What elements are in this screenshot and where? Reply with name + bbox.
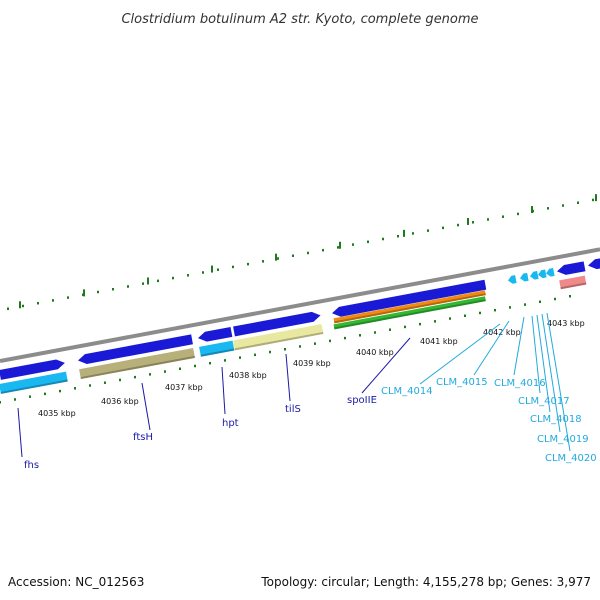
leader-fhs [17, 407, 23, 458]
map-title: Clostridium botulinum A2 str. Kyoto, com… [121, 12, 478, 27]
feature-cyan-1-shade [0, 379, 68, 394]
feature-orange-shape [333, 290, 486, 324]
genome-backbone [0, 247, 600, 363]
cds-small-3-shape [538, 269, 547, 279]
leader-CLM_4020 [546, 312, 571, 452]
cds-fhs [0, 359, 65, 380]
feature-cyan-2-shape [199, 340, 235, 357]
scale-label-4036-kbp: 4036 kbp [101, 397, 139, 406]
feature-olive [79, 347, 195, 380]
scale-label-4035-kbp: 4035 kbp [38, 409, 76, 418]
feature-pink-shade [560, 282, 587, 290]
feature-orange-shade [334, 293, 486, 324]
gene-label-fhs: fhs [24, 460, 39, 471]
feature-pink [559, 275, 587, 290]
cds-right-2-shape [588, 257, 600, 270]
scale-label-4040-kbp: 4040 kbp [356, 348, 394, 357]
feature-yellow-shape [233, 324, 324, 351]
cds-spoIIE-shape [332, 279, 487, 317]
cds-small-4 [546, 268, 555, 277]
cds-tilS-shape [233, 311, 321, 337]
leader-CLM_4016 [513, 316, 525, 376]
feature-orange [333, 290, 486, 324]
gene-label-CLM_4019: CLM_4019 [537, 434, 589, 445]
scale-label-4041-kbp: 4041 kbp [420, 337, 458, 346]
scale-label-4037-kbp: 4037 kbp [165, 383, 203, 392]
cds-fhs-shape [0, 359, 65, 380]
cds-spoIIE [332, 279, 487, 317]
gene-features [0, 257, 600, 394]
cds-small-2-shape [530, 271, 539, 280]
feature-cyan-1-shape [0, 371, 68, 394]
gene-label-spoIIE: spoIIE [347, 395, 377, 406]
feature-green [333, 296, 486, 330]
feature-cyan-2 [199, 340, 235, 357]
cds-small-1-shape [520, 272, 529, 282]
cds-ftsH-shape [78, 334, 193, 364]
cds-ftsH [78, 334, 193, 364]
leader-CLM_4014 [419, 323, 501, 385]
outer-tick-marks [7, 194, 597, 311]
leader-ftsH [141, 382, 151, 431]
gene-label-ftsH: ftsH [133, 432, 153, 443]
cds-small-0 [508, 275, 517, 284]
scale-label-4043-kbp: 4043 kbp [547, 319, 585, 328]
cds-small-1 [520, 272, 529, 282]
gene-label-CLM_4014: CLM_4014 [381, 386, 433, 397]
feature-green-shade [334, 299, 486, 330]
feature-yellow-shade [234, 331, 324, 351]
feature-pink-shape [559, 275, 587, 290]
leader-spoIIE [361, 337, 411, 394]
cds-right-2 [588, 257, 600, 270]
scale-ticks [0, 294, 571, 404]
leader-CLM_4018 [536, 314, 551, 413]
feature-olive-shape [79, 347, 195, 380]
leader-hpt [221, 366, 226, 415]
gene-label-CLM_4015: CLM_4015 [436, 377, 488, 388]
cds-right-1-shape [557, 261, 586, 275]
feature-cyan-1 [0, 371, 68, 394]
feature-cyan-2-shade [200, 348, 235, 357]
cds-hpt-shape [198, 327, 233, 342]
scale-label-4039-kbp: 4039 kbp [293, 359, 331, 368]
leader-CLM_4019 [541, 313, 561, 433]
gene-label-CLM_4017: CLM_4017 [518, 396, 570, 407]
backbone-line [0, 247, 600, 363]
feature-olive-shade [80, 355, 195, 380]
leader-CLM_4015 [473, 320, 510, 376]
cds-tilS [233, 311, 321, 337]
cds-hpt [198, 327, 233, 342]
leader-CLM_4017 [531, 315, 541, 394]
gene-label-CLM_4016: CLM_4016 [494, 378, 546, 389]
gene-label-tilS: tilS [285, 404, 301, 415]
cds-small-3 [538, 269, 547, 279]
cds-small-2 [530, 271, 539, 280]
scale-label-4038-kbp: 4038 kbp [229, 371, 267, 380]
gene-label-hpt: hpt [222, 418, 239, 429]
cds-right-1 [557, 261, 586, 275]
topology-text: Topology: circular; Length: 4,155,278 bp… [260, 575, 591, 589]
cds-small-0-shape [508, 275, 517, 284]
accession-text: Accession: NC_012563 [8, 575, 144, 589]
feature-green-shape [333, 296, 486, 330]
leader-tilS [285, 353, 291, 402]
feature-yellow [233, 324, 324, 351]
gene-label-CLM_4020: CLM_4020 [545, 453, 597, 464]
gene-label-CLM_4018: CLM_4018 [530, 414, 582, 425]
cds-small-4-shape [546, 268, 555, 277]
